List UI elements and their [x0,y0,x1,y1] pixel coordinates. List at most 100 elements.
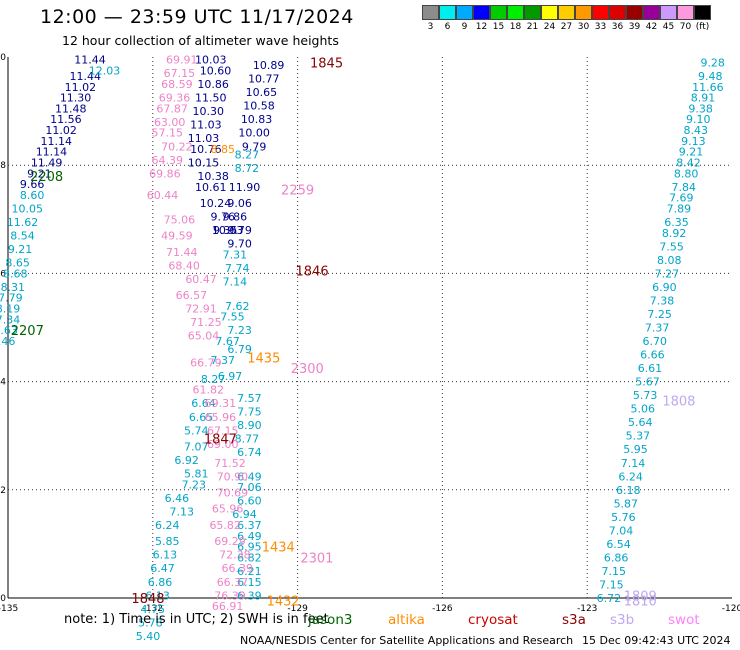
swh-label-hy2b-13: 71.44 [166,246,198,259]
y-tick-label-2: 6 [0,269,6,279]
swh-label-hy2b-28: 70.69 [217,487,249,500]
swh-label-cfosat-69: 9.21 [679,146,704,159]
time-label-2259: 2259 [281,184,314,199]
swh-label-cfosat-42: 6.60 [237,495,262,508]
swh-label-cfosat-31: 8.90 [237,419,262,432]
swh-label-cfosat-35: 6.74 [237,446,262,459]
swh-label-cfosat-39: 7.23 [182,478,207,491]
swh-label-cfosat-97: 5.76 [611,511,636,524]
swh-label-s6-34: 9.76 [211,211,236,224]
time-label-1810: 1810 [624,595,657,610]
swh-label-cfosat-74: 7.89 [667,202,692,215]
legend-swatch-5 [507,5,524,20]
swh-label-hy2b-16: 66.57 [176,289,208,302]
swh-label-cfosat-21: 7.23 [227,324,252,337]
time-label-1434: 1434 [262,541,295,556]
time-label-1845: 1845 [310,56,343,71]
swh-label-cfosat-16: 7.31 [223,248,248,261]
swh-label-s6-36: 9.35 [213,224,238,237]
swh-label-hy2b-20: 66.79 [190,357,222,370]
swh-label-cfosat-61: 9.28 [700,56,725,69]
swh-label-hy2b-9: 69.86 [149,167,181,180]
legend-swatch-2 [456,5,473,20]
swh-label-s6-35: 9.86 [223,211,248,224]
note-text: note: 1) Time is in UTC; 2) SWH is in fe… [64,612,329,627]
swh-label-cfosat-44: 6.94 [232,508,257,521]
legend-label-13: 42 [645,22,658,32]
swh-label-cfosat-83: 7.37 [645,322,670,335]
swh-label-cfosat-59: 5.78 [138,616,163,629]
chart-title: 12:00 — 23:59 UTC 11/17/2024 [40,6,354,28]
swh-label-cfosat-62: 9.48 [698,70,723,83]
swh-label-s6-24: 10.03 [212,224,244,237]
swh-label-cfosat-90: 5.64 [628,416,653,429]
swh-label-cfosat-36: 6.92 [174,454,199,467]
swh-label-s6-15: 11.50 [195,92,227,105]
swh-label-cfosat-94: 6.24 [618,470,643,483]
swh-label-hy2b-25: 69.00 [207,438,239,451]
sat-s3a-label: s3a [562,612,586,628]
swh-label-cfosat-33: 8.77 [235,432,260,445]
swh-label-hy2b-8: 64.39 [152,154,184,167]
note-prefix: note: 1) Time is in UTC; 2) SWH is in fe… [64,612,329,627]
legend-swatch-16 [694,5,711,20]
swh-label-cfosat-46: 6.37 [237,519,262,532]
swh-label-cfosat-40: 7.06 [237,481,262,494]
swh-label-hy2b-1: 67.15 [164,67,196,80]
swh-label-cfosat-98: 7.04 [609,524,634,537]
swh-label-s6-31: 9.79 [242,140,267,153]
swh-label-cfosat-13: 7.46 [0,335,15,348]
legend-swatch-11 [609,5,626,20]
legend-label-2: 9 [461,22,468,32]
sat-cryosat-label: cryosat [468,612,518,628]
swh-label-s6-25: 10.89 [253,59,285,72]
swh-label-hy2b-27: 70.90 [217,470,249,483]
swh-label-s6-1: 11.44 [69,70,101,83]
legend-label-12: 39 [628,22,641,32]
swh-label-s6-16: 10.30 [193,105,225,118]
time-label-1808: 1808 [662,395,695,410]
time-label-2208: 2208 [30,170,63,185]
swh-label-cfosat-20: 7.55 [220,311,245,324]
y-tick-label-3: 4 [0,378,6,388]
swh-label-hy2b-2: 68.59 [161,78,193,91]
swh-label-hy2b-5: 63.00 [154,116,186,129]
swh-label-s6-30: 10.00 [238,127,270,140]
swh-label-hy2b-15: 60.47 [185,273,217,286]
swh-label-cfosat-60: 5.40 [136,630,161,643]
legend-label-11: 36 [611,22,624,32]
swh-label-hy2b-14: 68.40 [168,259,200,272]
swh-label-hy2b-6: 57.15 [152,127,184,140]
legend-labels: 3 6 9 12 15 18 21 24 27 30 33 36 39 42 45 70 (ft) [422,22,711,32]
swh-label-s6-28: 10.58 [243,100,275,113]
swh-label-hy2b-26: 71.52 [214,457,246,470]
swh-label-s6-0: 11.44 [74,54,106,67]
swh-label-hy2b-21: 61.82 [193,384,225,397]
swh-label-cfosat-41: 6.46 [165,492,190,505]
swh-label-s6-22: 10.61 [195,181,227,194]
swh-label-s6-5: 11.56 [50,113,82,126]
legend-swatch-15 [677,5,694,20]
swh-label-hy2b-11: 75.06 [164,213,196,226]
swh-label-cfosat-99: 6.54 [606,538,631,551]
time-label-1809: 1809 [624,589,657,604]
swh-label-cfosat-64: 8.91 [691,92,716,105]
credit-timestamp: 15 Dec 09:42:43 UTC 2024 [582,634,731,647]
swh-label-s6-4: 11.48 [55,102,87,115]
swh-label-cfosat-78: 8.08 [657,254,682,267]
swh-label-s6-2: 11.02 [65,81,97,94]
chart-subtitle: 12 hour collection of altimeter wave hei… [62,33,339,48]
legend-swatch-0 [422,5,439,20]
swh-label-cfosat-88: 5.73 [633,389,658,402]
swh-label-s6-19: 10.76 [190,143,222,156]
x-tick-label-0: -135 [0,604,18,614]
legend-swatch-10 [592,5,609,20]
legend-label-7: 24 [543,22,556,32]
swh-label-cfosat-4: 8.54 [10,230,35,243]
legend-swatch-9 [575,5,592,20]
swh-label-s6-18: 11.03 [188,132,220,145]
swh-label-cfosat-76: 8.92 [662,227,687,240]
swh-label-cfosat-14: 8.27 [235,148,260,161]
swh-label-cfosat-81: 7.38 [650,294,675,307]
swh-label-hy2b-10: 60.44 [147,189,179,202]
